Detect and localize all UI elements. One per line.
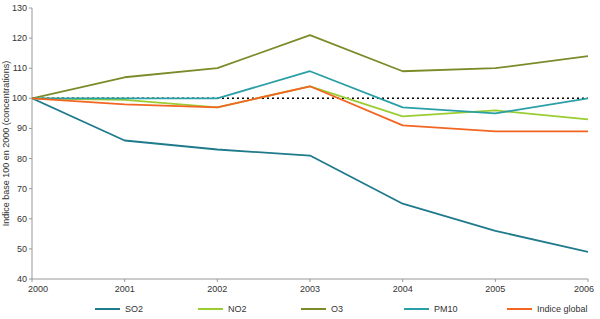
y-tick-label: 110 — [13, 63, 27, 73]
y-tick-label: 50 — [17, 244, 27, 254]
y-tick — [29, 188, 32, 189]
x-tick-label: 2004 — [393, 284, 413, 294]
series-line — [32, 71, 588, 113]
series-line — [32, 86, 588, 119]
y-axis-label: Indice base 100 en 2000 (concentrations) — [1, 61, 11, 227]
y-tick — [29, 8, 32, 9]
legend-label: PM10 — [434, 304, 458, 314]
legend-label: O3 — [331, 304, 343, 314]
x-tick — [124, 279, 125, 282]
legend-swatch — [507, 308, 532, 310]
y-tick-label: 40 — [17, 274, 27, 284]
legend-label: SO2 — [125, 304, 143, 314]
y-tick-label: 90 — [17, 123, 27, 133]
x-tick — [217, 279, 218, 282]
legend-label: Indice global — [537, 304, 588, 314]
legend-swatch — [95, 308, 120, 310]
y-tick-label: 80 — [17, 154, 27, 164]
y-tick — [29, 98, 32, 99]
y-tick-label: 100 — [12, 93, 27, 103]
x-tick — [310, 279, 311, 282]
y-tick-label: 130 — [12, 3, 27, 13]
series-line — [32, 35, 588, 98]
y-tick — [29, 158, 32, 159]
series-line — [32, 98, 588, 252]
y-tick-label: 120 — [12, 33, 27, 43]
legend-swatch — [301, 308, 326, 310]
x-tick-label: 2002 — [207, 284, 227, 294]
series-line — [32, 86, 588, 131]
y-tick — [29, 38, 32, 39]
legend-swatch — [198, 308, 223, 310]
y-tick-label: 70 — [17, 184, 27, 194]
x-tick-label: 2000 — [28, 284, 48, 294]
y-axis — [32, 8, 33, 279]
plot-area — [32, 35, 588, 252]
legend-swatch — [404, 308, 429, 310]
y-tick — [29, 68, 32, 69]
x-tick — [588, 279, 589, 282]
y-tick — [29, 248, 32, 249]
x-tick — [495, 279, 496, 282]
y-tick — [29, 128, 32, 129]
x-tick-label: 2006 — [574, 284, 594, 294]
chart: 40 50 60 70 80 90 100 110 120 130 2000 2001 2002 2003… — [0, 0, 600, 319]
x-tick-label: 2005 — [485, 284, 505, 294]
y-tick-label: 60 — [17, 214, 27, 224]
x-tick — [402, 279, 403, 282]
x-tick — [32, 279, 33, 282]
x-tick-label: 2003 — [300, 284, 320, 294]
y-tick — [29, 218, 32, 219]
x-tick-label: 2001 — [115, 284, 135, 294]
legend-label: NO2 — [228, 304, 247, 314]
